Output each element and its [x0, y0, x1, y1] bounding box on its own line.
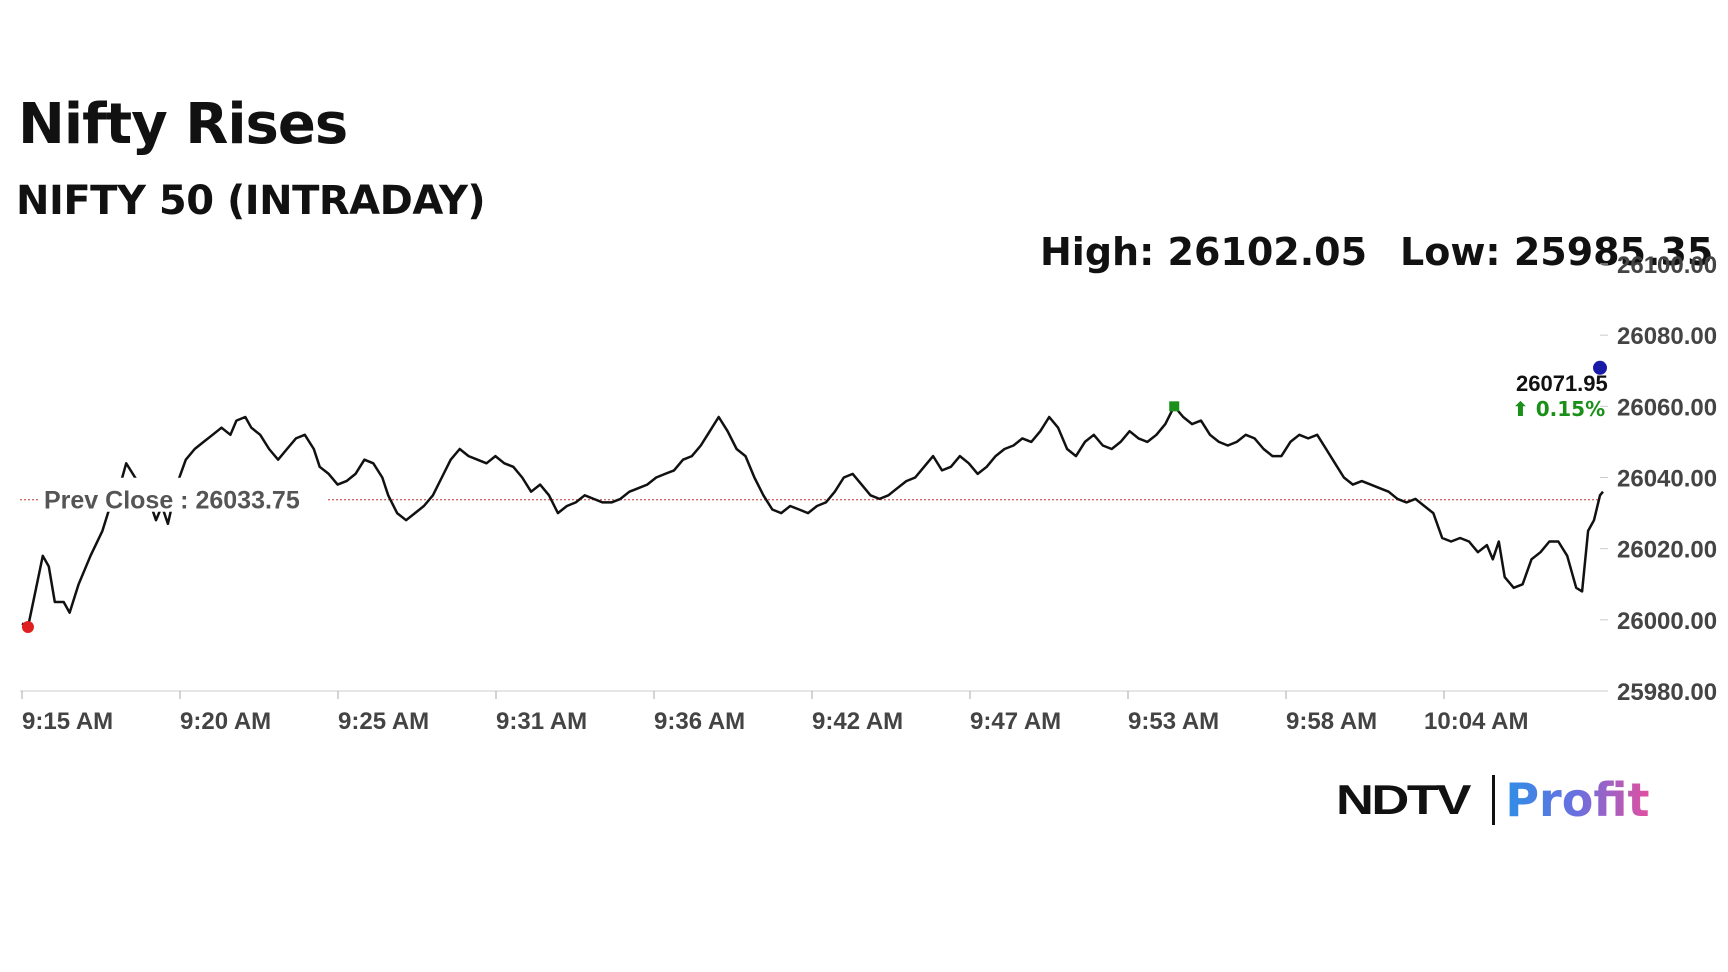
page-title: Nifty Rises	[18, 92, 348, 157]
price-line	[21, 405, 1604, 629]
profit-logo-text: Profit	[1505, 773, 1650, 827]
y-tick-label: 26080.00	[1617, 323, 1717, 350]
x-tick-label: 9:36 AM	[654, 708, 745, 735]
change-percent-label: ⬆ 0.15%	[1512, 397, 1605, 421]
y-tick-label: 26040.00	[1617, 466, 1717, 493]
x-tick-label: 9:53 AM	[1128, 708, 1219, 735]
y-tick-label: 26100.00	[1617, 252, 1717, 279]
prev-close-label-bg	[38, 477, 326, 512]
high-point-marker	[1169, 401, 1180, 412]
x-tick-label: 9:42 AM	[812, 708, 903, 735]
logo-divider	[1492, 775, 1496, 825]
ndtv-profit-logo: NDTV Profit	[1336, 770, 1649, 830]
low-value-label: Low: 25985.35	[1400, 230, 1714, 274]
y-tick-label: 26020.00	[1617, 537, 1717, 564]
x-tick-label: 9:31 AM	[496, 708, 587, 735]
last-value-label: 26071.95	[1516, 371, 1608, 396]
ndtv-logo-text: NDTV	[1336, 776, 1471, 823]
page-subtitle: NIFTY 50 (INTRADAY)	[16, 178, 486, 224]
last-point-dot	[1593, 360, 1607, 375]
x-tick-label: 9:47 AM	[970, 708, 1061, 735]
x-tick-label: 9:25 AM	[338, 708, 429, 735]
y-tick-label: 26000.00	[1617, 608, 1717, 635]
x-tick-label: 9:15 AM	[22, 708, 113, 735]
x-tick-label: 10:04 AM	[1424, 708, 1528, 735]
low-point-dot	[21, 620, 34, 633]
y-tick-label: 25980.00	[1617, 679, 1717, 706]
x-tick-label: 9:20 AM	[180, 708, 271, 735]
prev-close-label: Prev Close : 26033.75	[44, 487, 300, 515]
y-tick-label: 26060.00	[1617, 394, 1717, 421]
high-value-label: High: 26102.05	[1040, 230, 1368, 274]
x-tick-label: 9:58 AM	[1286, 708, 1377, 735]
